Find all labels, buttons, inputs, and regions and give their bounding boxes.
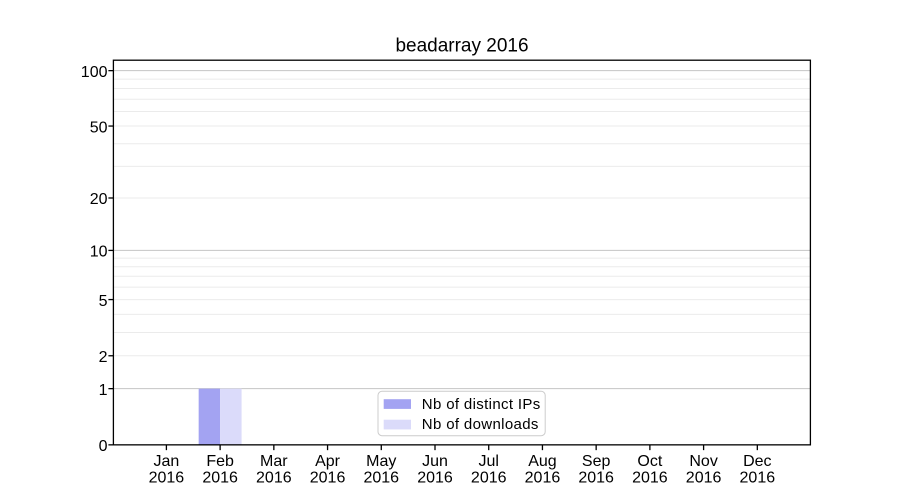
svg-text:Oct: Oct [637,453,662,470]
svg-text:50: 50 [90,119,108,136]
svg-text:2016: 2016 [256,470,292,487]
svg-text:0: 0 [99,438,108,455]
svg-text:Jun: Jun [422,453,448,470]
svg-text:2016: 2016 [417,470,453,487]
svg-text:2016: 2016 [578,470,614,487]
svg-text:2016: 2016 [149,470,185,487]
svg-text:2016: 2016 [471,470,507,487]
svg-text:1: 1 [99,382,108,399]
svg-text:Dec: Dec [743,453,771,470]
svg-text:2016: 2016 [525,470,561,487]
svg-text:Nov: Nov [689,453,717,470]
svg-text:May: May [366,453,396,470]
svg-text:2016: 2016 [310,470,346,487]
svg-text:2016: 2016 [363,470,399,487]
svg-text:2016: 2016 [632,470,668,487]
svg-text:Apr: Apr [315,453,341,470]
svg-text:5: 5 [99,293,108,310]
svg-text:Sep: Sep [582,453,611,470]
svg-text:10: 10 [90,244,108,261]
svg-text:2016: 2016 [686,470,722,487]
svg-text:2: 2 [99,349,108,366]
svg-text:Aug: Aug [528,453,556,470]
svg-text:2016: 2016 [202,470,238,487]
svg-text:Mar: Mar [260,453,288,470]
svg-text:Nb of downloads: Nb of downloads [422,416,539,433]
svg-text:Jul: Jul [478,453,498,470]
svg-text:beadarray 2016: beadarray 2016 [395,35,528,56]
svg-text:Feb: Feb [206,453,234,470]
svg-text:Jan: Jan [154,453,180,470]
svg-text:2016: 2016 [740,470,776,487]
svg-text:100: 100 [81,64,108,81]
svg-text:20: 20 [90,191,108,208]
svg-text:Nb of distinct IPs: Nb of distinct IPs [422,396,541,413]
